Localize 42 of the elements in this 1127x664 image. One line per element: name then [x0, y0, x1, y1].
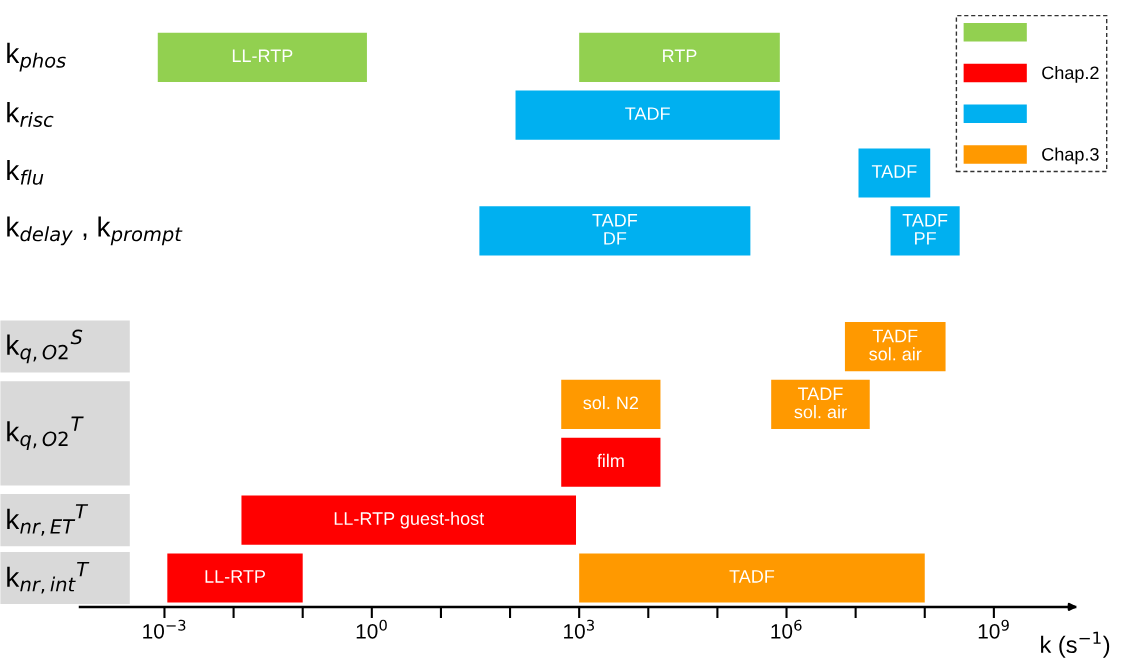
legend-label: Chap.3 — [1042, 147, 1099, 165]
bar — [561, 437, 661, 487]
bar — [157, 32, 367, 82]
bar — [844, 321, 946, 372]
y-tick-label: k$_{delay}$ , k$_{prompt}$ — [7, 216, 183, 246]
x-tick-label: 10$^{3}$ — [564, 619, 594, 639]
legend-label: Chap.2 — [1042, 65, 1099, 83]
data-label: RTP — [663, 49, 697, 62]
x-tick-label: 10$^{6}$ — [771, 619, 802, 639]
data-label: TADF DF — [592, 214, 638, 245]
data-label: LL-RTP — [205, 570, 266, 583]
y-tick-label: k$_{phos}$ — [7, 42, 66, 72]
data-label: TADF sol. air — [794, 387, 847, 419]
bar — [515, 90, 780, 140]
data-label: LL-RTP guest-host — [334, 511, 485, 529]
data-label: TADF PF — [902, 214, 948, 245]
y-tick-label: k$_{nr,ET}$$^{T}$ — [7, 504, 89, 536]
y-tick-label: k$_{q,O2}$$^{S}$ — [7, 329, 83, 364]
data-label: TADF — [625, 107, 670, 120]
bar — [579, 553, 925, 603]
data-label: sol. N2 — [583, 395, 639, 410]
y-tick-label: k$_{flu}$ — [7, 159, 44, 185]
data-label: TADF — [871, 165, 917, 178]
bar — [241, 495, 577, 545]
bar — [579, 32, 780, 82]
x-tick-label: 10$^{−3}$ — [143, 619, 186, 639]
bar — [479, 206, 751, 256]
data-label: film — [597, 453, 624, 467]
bar — [167, 553, 303, 603]
bar — [858, 148, 931, 198]
x-tick-label: 10$^{0}$ — [356, 619, 387, 639]
data-label: LL-RTP — [232, 49, 293, 62]
bar — [561, 379, 661, 429]
x-axis-title: k (s$^{−1}$) — [1041, 631, 1110, 658]
bar — [890, 206, 960, 256]
data-label: TADF — [729, 570, 775, 583]
bar — [771, 379, 870, 429]
y-tick-label: k$_{q,O2}$$^{T}$ — [7, 416, 84, 450]
y-tick-label: k$_{nr,int}$$^{T}$ — [7, 562, 90, 594]
y-tick-label: k$_{risc}$ — [7, 102, 54, 128]
data-label: TADF sol. air — [869, 329, 922, 361]
x-tick-label: 10$^{9}$ — [978, 619, 1009, 639]
